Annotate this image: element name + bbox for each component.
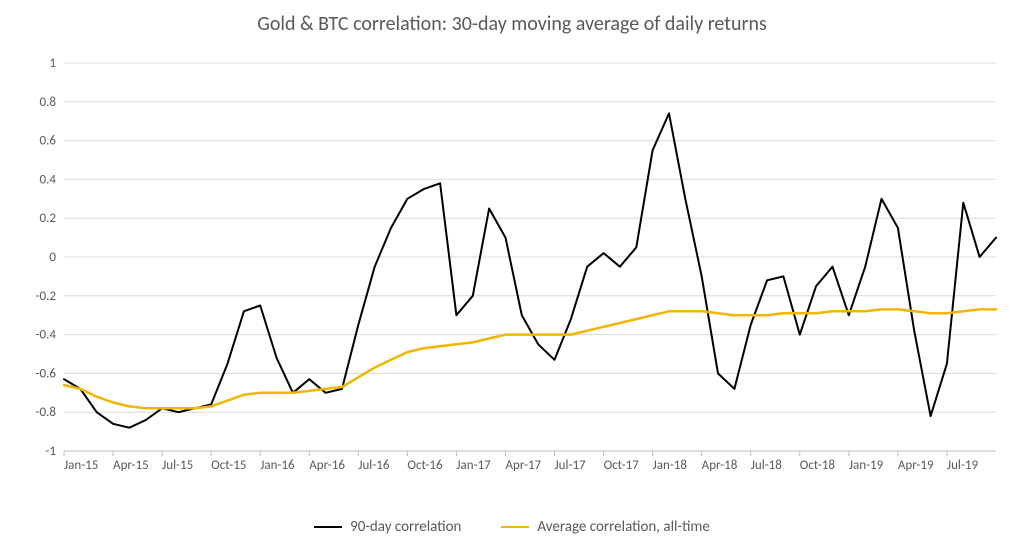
legend-label: 90-day correlation [350, 518, 461, 536]
svg-text:0.4: 0.4 [40, 172, 57, 187]
svg-text:-0.6: -0.6 [36, 366, 57, 381]
svg-text:Oct-16: Oct-16 [407, 458, 443, 473]
svg-text:-0.8: -0.8 [36, 405, 57, 420]
svg-text:0.8: 0.8 [40, 95, 57, 110]
svg-text:Jan-18: Jan-18 [653, 458, 688, 473]
svg-text:Jul-18: Jul-18 [751, 458, 783, 473]
svg-text:Jan-17: Jan-17 [456, 458, 491, 473]
svg-text:0.2: 0.2 [40, 211, 57, 226]
svg-text:Oct-18: Oct-18 [800, 458, 836, 473]
chart-container: Gold & BTC correlation: 30-day moving av… [0, 0, 1024, 550]
svg-text:Apr-15: Apr-15 [113, 458, 149, 473]
legend-item: 90-day correlation [314, 518, 461, 536]
svg-text:0.6: 0.6 [40, 134, 57, 149]
svg-text:Jul-19: Jul-19 [947, 458, 979, 473]
svg-text:Apr-17: Apr-17 [505, 458, 541, 473]
legend-swatch [314, 526, 342, 528]
svg-text:Jan-16: Jan-16 [260, 458, 295, 473]
svg-text:Apr-19: Apr-19 [898, 458, 934, 473]
svg-text:1: 1 [49, 56, 56, 71]
legend-item: Average correlation, all-time [501, 518, 709, 536]
svg-text:Oct-15: Oct-15 [211, 458, 246, 473]
svg-text:Jul-17: Jul-17 [555, 458, 587, 473]
svg-text:-0.4: -0.4 [36, 328, 57, 343]
svg-text:Jul-16: Jul-16 [358, 458, 390, 473]
svg-text:0: 0 [49, 250, 56, 265]
legend-swatch [501, 526, 529, 528]
svg-text:Jul-15: Jul-15 [162, 458, 193, 473]
legend-label: Average correlation, all-time [537, 518, 709, 536]
chart-plot: Jan-15 Apr-15 Jul-15 Oct-15 Jan-16 Apr-16 Jul-… [60, 55, 1000, 475]
svg-text:-0.2: -0.2 [36, 289, 57, 304]
svg-text:Jan-19: Jan-19 [849, 458, 884, 473]
svg-text:Apr-16: Apr-16 [309, 458, 345, 473]
chart-legend: 90-day correlation Average correlation, a… [0, 518, 1024, 536]
svg-text:Apr-18: Apr-18 [702, 458, 738, 473]
svg-text:-1: -1 [45, 444, 56, 459]
chart-title: Gold & BTC correlation: 30-day moving av… [0, 12, 1024, 36]
svg-text:Oct-17: Oct-17 [604, 458, 640, 473]
svg-text:Jan-15: Jan-15 [64, 458, 98, 473]
